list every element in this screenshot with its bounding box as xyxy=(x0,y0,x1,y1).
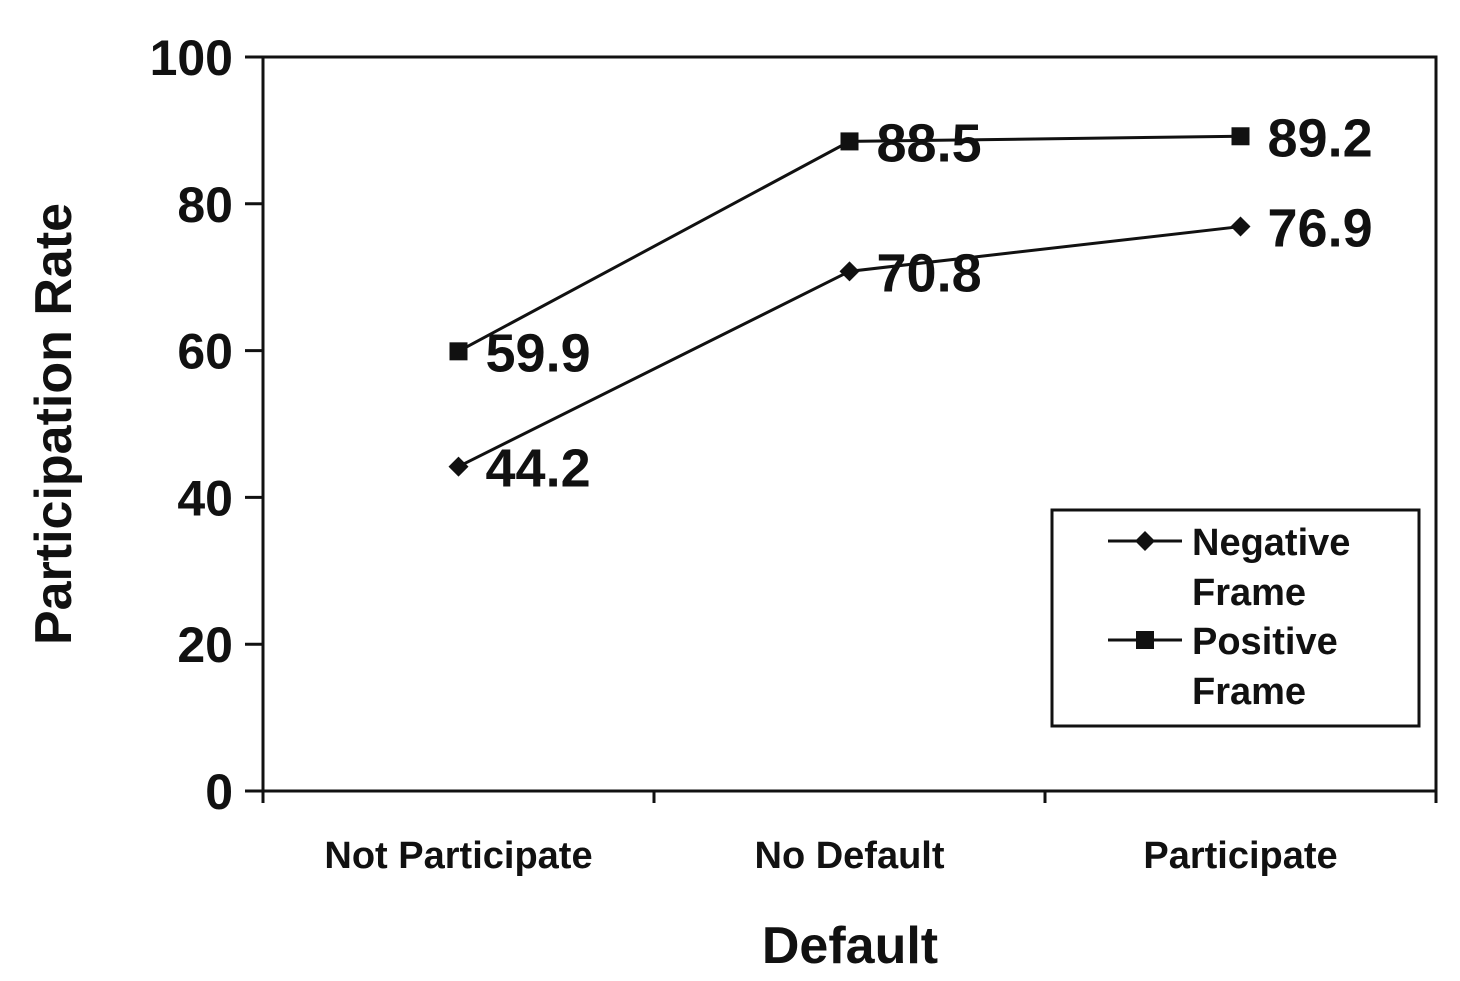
series-diamond xyxy=(448,216,1251,477)
x-tick-label: Participate xyxy=(1143,835,1337,877)
data-labels: 44.2 70.8 76.9 59.9 88.5 89.2 xyxy=(486,108,1373,498)
y-tick-label: 0 xyxy=(205,764,233,820)
legend-box xyxy=(1050,508,1421,728)
x-axis: Not Participate No Default Participate xyxy=(261,791,1438,877)
diamond-marker xyxy=(448,456,469,477)
y-tick-label: 80 xyxy=(177,177,233,233)
legend-entry: Positive Frame xyxy=(1108,621,1338,713)
square-marker xyxy=(1231,127,1250,146)
plot-area xyxy=(261,55,1438,793)
x-tick-label: No Default xyxy=(755,835,945,877)
square-marker xyxy=(449,342,468,361)
legend-label: Positive xyxy=(1192,621,1338,663)
legend-diamond-marker xyxy=(1135,531,1155,551)
legend-label: Frame xyxy=(1192,572,1306,614)
legend-entry: Negative Frame xyxy=(1108,522,1350,614)
y-axis: 0 20 40 60 80 100 xyxy=(150,30,263,820)
series-square xyxy=(449,127,1250,361)
y-tick-label: 60 xyxy=(177,324,233,380)
series-layer xyxy=(448,127,1251,477)
data-label: 59.9 xyxy=(486,323,591,383)
data-label: 88.5 xyxy=(877,113,982,173)
y-axis-title: Participation Rate xyxy=(25,203,83,645)
square-marker xyxy=(840,132,859,151)
series-line xyxy=(457,134,1241,353)
diamond-marker xyxy=(1230,216,1251,237)
y-tick-label: 20 xyxy=(177,617,233,673)
legend-square-marker xyxy=(1136,631,1154,649)
legend: Negative Frame Positive Frame xyxy=(1050,508,1421,728)
data-label: 44.2 xyxy=(486,439,591,499)
x-tick-label: Not Participate xyxy=(324,835,592,877)
y-tick-label: 100 xyxy=(150,30,233,86)
diamond-marker xyxy=(839,261,860,282)
data-label: 76.9 xyxy=(1268,199,1373,259)
y-tick-label: 40 xyxy=(177,470,233,526)
legend-label: Negative xyxy=(1192,522,1350,564)
data-label: 89.2 xyxy=(1268,108,1373,168)
x-axis-title: Default xyxy=(762,917,938,975)
data-label: 70.8 xyxy=(877,243,982,303)
legend-label: Frame xyxy=(1192,671,1306,713)
